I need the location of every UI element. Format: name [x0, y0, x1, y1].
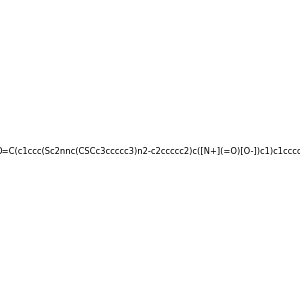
Text: O=C(c1ccc(Sc2nnc(CSCc3ccccc3)n2-c2ccccc2)c([N+](=O)[O-])c1)c1ccccn1: O=C(c1ccc(Sc2nnc(CSCc3ccccc3)n2-c2ccccc2…	[0, 147, 300, 156]
